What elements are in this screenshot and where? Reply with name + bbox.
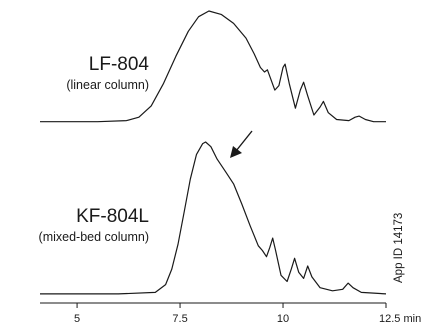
x-axis-ticks: 5 7.5 10 12.5 min: [74, 303, 421, 325]
arrow-annotation: [230, 130, 253, 158]
x-tick-label-3: 12.5 min: [379, 313, 421, 325]
label-lf-804: LF-804: [89, 54, 150, 75]
trace-lf-804: [40, 10, 386, 123]
x-tick-label-2: 10: [277, 313, 289, 325]
sublabel-lf-804: (linear column): [66, 78, 149, 92]
trace-kf-804l: [40, 141, 387, 295]
arrow-shaft: [235, 130, 253, 152]
sublabel-kf-804l: (mixed-bed column): [39, 230, 149, 244]
app-id-label: App ID 14173: [393, 213, 405, 283]
x-tick-label-1: 7.5: [172, 313, 187, 325]
arrow-head: [230, 146, 242, 158]
x-tick-label-0: 5: [74, 313, 80, 325]
label-kf-804l: KF-804L: [76, 206, 149, 227]
